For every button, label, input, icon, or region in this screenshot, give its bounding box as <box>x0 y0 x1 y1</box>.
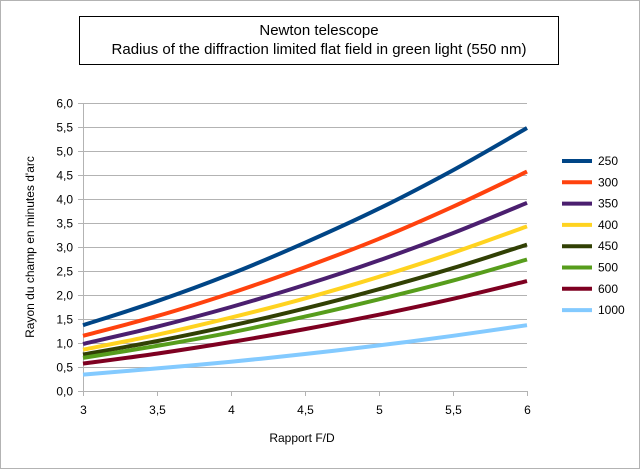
legend-label: 300 <box>598 175 618 189</box>
series-line-450 <box>82 242 528 357</box>
legend-item-450: 450 <box>562 239 618 253</box>
legend-item-350: 350 <box>562 197 618 211</box>
series-lines <box>82 126 528 377</box>
legend-label: 500 <box>598 261 618 275</box>
legend-item-300: 300 <box>562 175 618 189</box>
legend-label: 400 <box>598 218 618 232</box>
series-line-1000 <box>82 323 528 377</box>
y-tick-label: 2,0 <box>56 289 73 303</box>
x-tick-label: 4 <box>228 403 235 417</box>
y-tick-label: 3,0 <box>56 241 73 255</box>
legend-label: 350 <box>598 197 618 211</box>
x-tick-label: 4,5 <box>297 403 314 417</box>
x-tick-label: 3,5 <box>149 403 166 417</box>
legend-item-1000: 1000 <box>562 303 625 317</box>
x-tick-label: 3 <box>80 403 87 417</box>
y-tick-label: 5,0 <box>56 145 73 159</box>
x-tick-label: 5,5 <box>445 403 462 417</box>
y-tick-label: 3,5 <box>56 217 73 231</box>
chart-title: Newton telescope <box>259 22 379 39</box>
series-line-500 <box>82 257 528 360</box>
legend-item-250: 250 <box>562 154 618 168</box>
legend-item-600: 600 <box>562 282 618 296</box>
x-tick-labels: 3 3,5 4 4,5 5 5,5 6 <box>80 403 531 417</box>
series-line-600 <box>82 279 528 366</box>
series-line-350 <box>82 200 528 346</box>
legend-label: 600 <box>598 282 618 296</box>
legend-label: 1000 <box>598 303 625 317</box>
x-axis-title: Rapport F/D <box>269 431 335 445</box>
series-line-250 <box>82 126 528 328</box>
y-tick-label: 0,0 <box>56 385 73 399</box>
grid-lines <box>83 103 527 368</box>
series-line-300 <box>82 169 528 338</box>
y-tick-label: 0,5 <box>56 361 73 375</box>
series-line-400 <box>82 224 528 352</box>
y-tick-label: 1,5 <box>56 313 73 327</box>
legend-item-400: 400 <box>562 218 618 232</box>
chart-title-box: Newton telescope Radius of the diffracti… <box>79 16 559 65</box>
legend: 250 300 350 400 450 500 600 1000 <box>562 154 625 317</box>
legend-label: 450 <box>598 239 618 253</box>
y-tick-label: 5,5 <box>56 121 73 135</box>
legend-label: 250 <box>598 154 618 168</box>
x-tick-label: 6 <box>524 403 531 417</box>
legend-item-500: 500 <box>562 261 618 275</box>
y-axis-title: Rayon du champ en minutes d'arc <box>23 156 37 338</box>
y-tick-label: 2,5 <box>56 265 73 279</box>
y-tick-labels: 0,0 0,5 1,0 1,5 2,0 2,5 3,0 3,5 4,0 4,5 5,0 5,5 6,0 <box>56 97 73 399</box>
y-tick-label: 1,0 <box>56 337 73 351</box>
y-tick-label: 4,0 <box>56 193 73 207</box>
chart-subtitle: Radius of the diffraction limited flat f… <box>111 41 527 58</box>
y-tick-label: 4,5 <box>56 169 73 183</box>
x-tick-label: 5 <box>376 403 383 417</box>
y-tick-label: 6,0 <box>56 97 73 111</box>
